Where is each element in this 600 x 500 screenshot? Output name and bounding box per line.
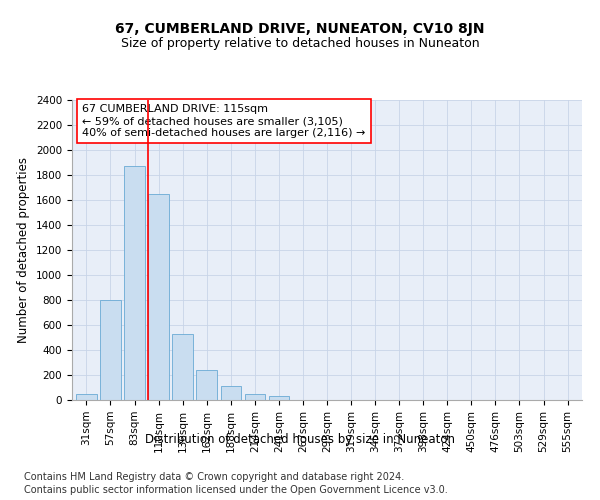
Bar — [124, 166, 145, 400]
Bar — [269, 396, 289, 400]
Bar — [76, 394, 97, 400]
Text: Size of property relative to detached houses in Nuneaton: Size of property relative to detached ho… — [121, 38, 479, 51]
Bar — [221, 386, 241, 400]
Bar — [196, 370, 217, 400]
Text: 67, CUMBERLAND DRIVE, NUNEATON, CV10 8JN: 67, CUMBERLAND DRIVE, NUNEATON, CV10 8JN — [115, 22, 485, 36]
Bar — [245, 394, 265, 400]
Bar — [100, 300, 121, 400]
Bar — [148, 194, 169, 400]
Text: Contains HM Land Registry data © Crown copyright and database right 2024.: Contains HM Land Registry data © Crown c… — [24, 472, 404, 482]
Text: 67 CUMBERLAND DRIVE: 115sqm
← 59% of detached houses are smaller (3,105)
40% of : 67 CUMBERLAND DRIVE: 115sqm ← 59% of det… — [82, 104, 365, 138]
Text: Distribution of detached houses by size in Nuneaton: Distribution of detached houses by size … — [145, 432, 455, 446]
Bar — [172, 334, 193, 400]
Text: Contains public sector information licensed under the Open Government Licence v3: Contains public sector information licen… — [24, 485, 448, 495]
Y-axis label: Number of detached properties: Number of detached properties — [17, 157, 31, 343]
